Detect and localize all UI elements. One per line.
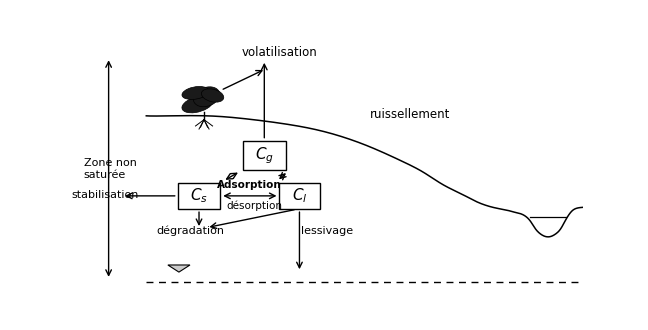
FancyBboxPatch shape [243,141,286,170]
Text: $C_l$: $C_l$ [292,186,307,205]
Polygon shape [168,265,190,272]
FancyBboxPatch shape [178,182,220,209]
Text: lessivage: lessivage [301,226,353,236]
Text: ruissellement: ruissellement [370,108,450,121]
Text: Adsorption: Adsorption [217,180,282,190]
Ellipse shape [182,86,209,99]
Text: désorption: désorption [226,200,283,211]
Ellipse shape [202,89,224,102]
Text: dégradation: dégradation [156,226,224,236]
Text: stabilisation: stabilisation [71,190,139,200]
Text: Zone non
saturée: Zone non saturée [84,158,136,180]
Ellipse shape [182,96,213,113]
Text: $C_s$: $C_s$ [190,186,208,205]
FancyBboxPatch shape [279,182,319,209]
Text: $C_g$: $C_g$ [255,145,274,166]
Text: volatilisation: volatilisation [242,46,318,59]
Ellipse shape [193,87,220,107]
